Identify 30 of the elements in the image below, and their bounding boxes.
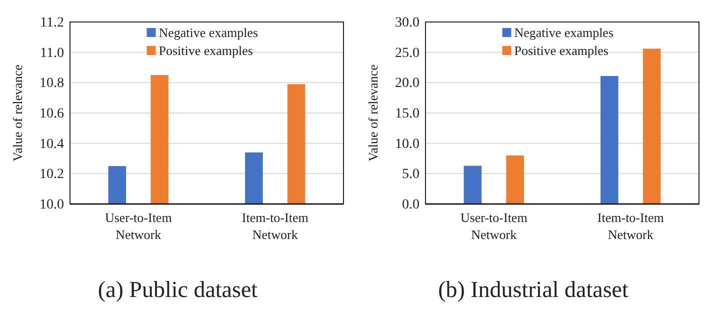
text: (b) Industrial dataset bbox=[438, 277, 630, 302]
y-tick-label: 11.0 bbox=[40, 46, 64, 61]
x-tick-label: User-to-Item Network bbox=[104, 210, 172, 242]
text: (a) Public dataset bbox=[98, 277, 258, 302]
x-tick-label: Item-to-Item Network bbox=[597, 210, 664, 242]
legend-label: Negative examples bbox=[514, 25, 614, 40]
y-tick-label: 15.0 bbox=[395, 106, 420, 122]
x-tick-label: Item-to-Item Network bbox=[242, 210, 308, 242]
y-axis-title: Value of relevance bbox=[366, 64, 380, 162]
y-tick-label: 10.2 bbox=[40, 167, 64, 182]
y-tick-label: 10.0 bbox=[395, 136, 420, 152]
y-tick-label: 10.0 bbox=[40, 197, 64, 212]
y-axis-title: Value of relevance bbox=[10, 64, 25, 162]
legend-label: Negative examples bbox=[158, 25, 258, 40]
legend-label: Positive examples bbox=[514, 43, 608, 58]
legend-label: Positive examples bbox=[158, 43, 253, 58]
y-tick-label: 10.8 bbox=[40, 76, 64, 92]
bar bbox=[642, 48, 661, 204]
bar bbox=[464, 166, 482, 204]
y-tick-label: 0.0 bbox=[402, 197, 420, 212]
bar bbox=[600, 76, 618, 204]
y-tick-label: 25.0 bbox=[395, 46, 420, 61]
y-tick-label: 30.0 bbox=[395, 15, 420, 30]
y-tick-label: 10.4 bbox=[40, 136, 64, 152]
bar bbox=[506, 155, 524, 204]
y-tick-label: 11.2 bbox=[40, 15, 64, 30]
y-tick-label: 10.6 bbox=[40, 106, 64, 122]
y-tick-label: 5.0 bbox=[402, 167, 420, 182]
y-tick-label: 20.0 bbox=[395, 76, 420, 92]
x-tick-label: User-to-Item Network bbox=[460, 210, 528, 242]
